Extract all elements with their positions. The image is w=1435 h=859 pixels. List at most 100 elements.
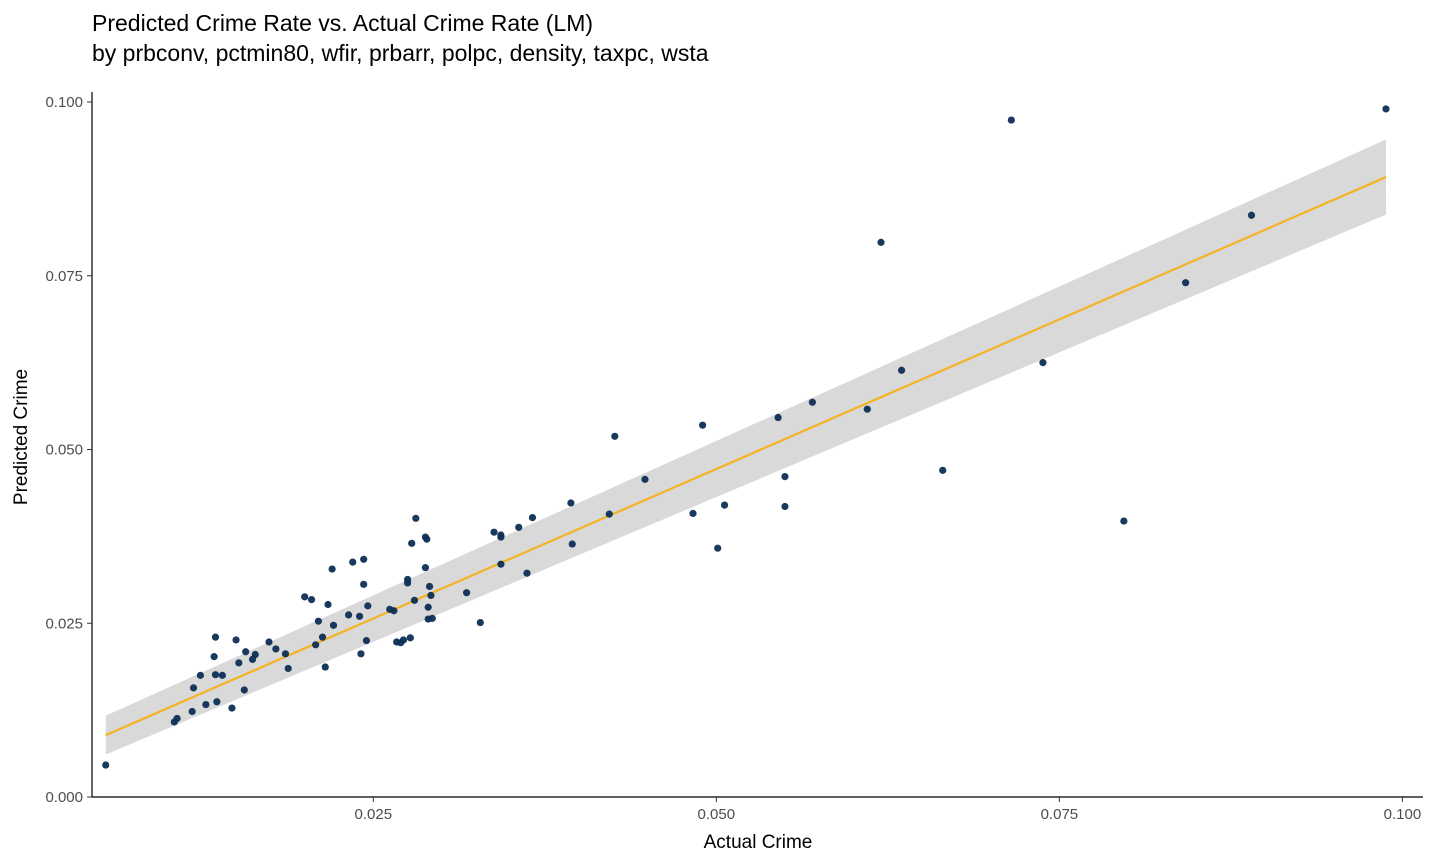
data-point	[364, 602, 372, 610]
data-point	[399, 636, 408, 644]
data-point	[897, 366, 906, 374]
data-point	[421, 564, 430, 572]
data-point	[189, 684, 198, 692]
x-tick-label: 0.075	[1041, 806, 1079, 823]
data-point	[714, 544, 722, 552]
data-point	[641, 475, 649, 483]
data-point	[307, 596, 316, 604]
data-point	[605, 510, 613, 518]
data-point	[403, 579, 412, 587]
fit-line-layer	[105, 176, 1387, 737]
data-point	[102, 761, 110, 769]
axes-layer: 0.000 0.025 0.050 0.075 0.100 0.025 0.050 0.075…	[45, 92, 1423, 823]
data-point	[349, 558, 357, 566]
data-point	[360, 580, 368, 588]
data-point	[213, 698, 221, 706]
data-point	[362, 637, 371, 645]
data-point	[1007, 116, 1015, 124]
y-tick-label: 0.000	[45, 789, 83, 806]
data-point	[281, 650, 290, 658]
data-point	[515, 523, 523, 531]
data-point	[720, 501, 729, 509]
data-point	[318, 633, 327, 641]
data-point	[863, 405, 871, 413]
data-point	[781, 473, 789, 481]
fit-line	[105, 176, 1387, 737]
data-point	[781, 502, 789, 511]
data-point	[324, 600, 332, 609]
data-point	[232, 636, 240, 644]
data-point	[528, 514, 537, 522]
data-point	[808, 398, 816, 406]
data-point	[425, 582, 434, 591]
confidence-band	[105, 139, 1386, 755]
data-point	[328, 565, 336, 573]
data-point	[355, 612, 364, 620]
data-point	[424, 603, 432, 611]
data-point	[406, 634, 414, 642]
data-point	[497, 560, 505, 568]
data-point	[312, 641, 320, 649]
data-point	[211, 633, 220, 641]
data-point	[523, 569, 531, 577]
data-point	[423, 535, 431, 543]
data-point	[357, 650, 365, 658]
data-point	[427, 591, 435, 600]
x-axis-title: Actual Crime	[704, 832, 813, 853]
data-point	[1182, 279, 1190, 287]
data-point	[408, 539, 416, 547]
y-tick-label: 0.075	[45, 268, 83, 285]
data-point	[1039, 359, 1047, 367]
data-point	[689, 509, 697, 518]
data-point	[699, 421, 707, 429]
data-point	[240, 686, 248, 694]
data-point	[202, 700, 210, 709]
data-point	[344, 611, 353, 619]
data-point	[251, 650, 259, 659]
y-tick-label: 0.025	[45, 615, 83, 632]
chart-title: Predicted Crime Rate vs. Actual Crime Ra…	[92, 10, 594, 36]
confidence-band-layer	[105, 139, 1386, 755]
data-point	[567, 499, 575, 507]
data-point	[188, 707, 196, 716]
data-point	[329, 621, 338, 629]
data-point	[196, 671, 205, 679]
data-point	[412, 514, 420, 522]
data-point	[410, 596, 419, 604]
data-point	[321, 663, 329, 671]
data-point	[173, 714, 181, 723]
x-tick-label: 0.050	[698, 806, 736, 823]
data-point	[1382, 105, 1390, 113]
data-points-layer	[102, 105, 1390, 769]
x-tick-label: 0.025	[355, 806, 393, 823]
data-point	[235, 659, 243, 667]
data-point	[284, 664, 292, 673]
data-point	[1247, 211, 1256, 219]
data-point	[218, 671, 226, 679]
data-point	[490, 528, 498, 536]
data-point	[476, 618, 484, 627]
data-point	[314, 617, 323, 625]
y-axis-title: Predicted Crime	[11, 369, 32, 505]
data-point	[265, 638, 273, 646]
data-point	[774, 413, 782, 422]
x-tick-label: 0.100	[1384, 806, 1422, 823]
title-block: Predicted Crime Rate vs. Actual Crime Ra…	[92, 8, 709, 68]
data-point	[390, 607, 398, 615]
data-point	[428, 614, 436, 622]
data-point	[463, 589, 471, 597]
data-point	[611, 432, 619, 440]
data-point	[210, 653, 218, 661]
data-point	[568, 540, 576, 548]
data-point	[497, 533, 505, 541]
data-point	[301, 593, 309, 601]
data-point	[211, 671, 220, 679]
data-point	[1120, 517, 1128, 525]
data-point	[877, 238, 885, 246]
data-point	[360, 555, 368, 563]
data-point	[242, 648, 250, 656]
data-point	[228, 704, 236, 712]
data-point	[272, 645, 280, 653]
data-point	[939, 466, 947, 474]
